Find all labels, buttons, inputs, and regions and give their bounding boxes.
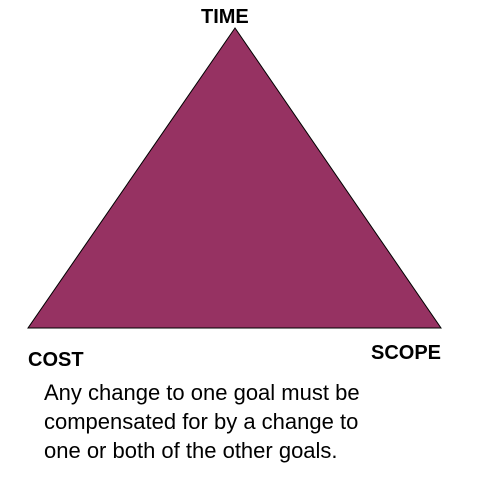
caption-line: Any change to one goal must be — [44, 380, 360, 405]
vertex-label-scope: SCOPE — [371, 342, 442, 364]
vertex-label-cost: COST — [28, 349, 84, 371]
caption-line: one or both of the other goals. — [44, 438, 338, 463]
caption-line: compensated for by a change to — [44, 409, 359, 434]
diagram-caption: Any change to one goal must be compensat… — [44, 378, 474, 465]
vertex-label-time: TIME — [201, 6, 249, 28]
constraint-triangle — [27, 27, 442, 329]
